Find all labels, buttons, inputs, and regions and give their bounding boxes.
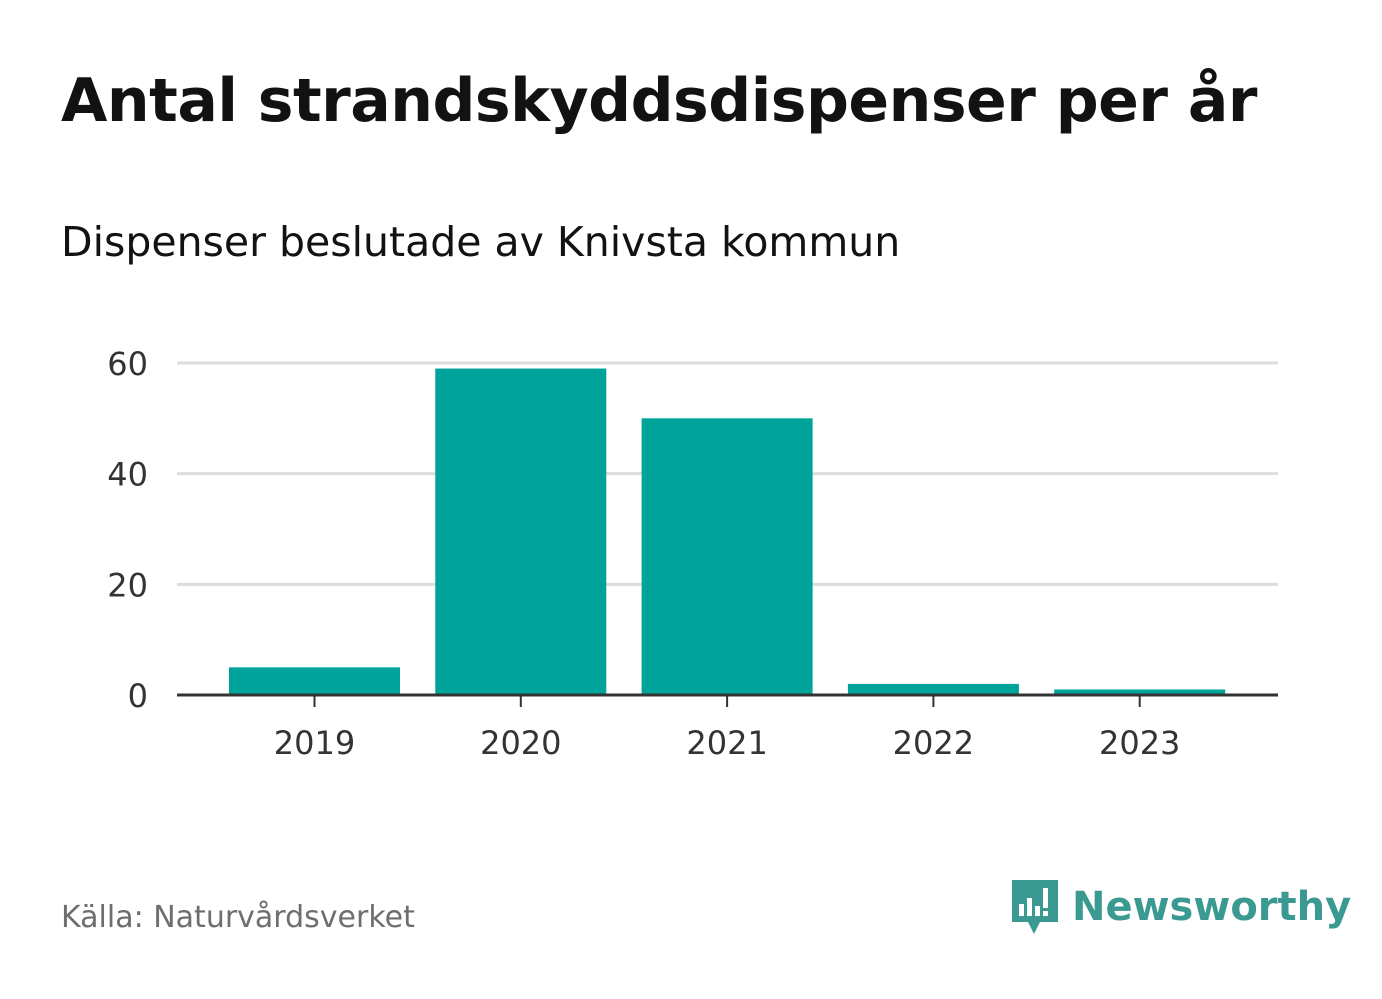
newsworthy-logo: Newsworthy bbox=[1010, 878, 1351, 936]
bar-2019 bbox=[229, 667, 400, 695]
brand-name: Newsworthy bbox=[1072, 884, 1352, 930]
source-note: Källa: Naturvårdsverket bbox=[61, 900, 415, 935]
axis-labels: 0 20 40 60 2019 2020 2021 2022 2023 bbox=[107, 345, 1180, 762]
y-tick-label: 0 bbox=[128, 677, 148, 715]
bar-2022 bbox=[847, 683, 1019, 695]
chart-title: Antal strandskyddsdispenser per år bbox=[61, 66, 1257, 136]
bar-2023 bbox=[1054, 689, 1226, 695]
chart-subtitle: Dispenser beslutade av Knivsta kommun bbox=[61, 218, 901, 266]
x-tick-label: 2020 bbox=[480, 724, 561, 762]
y-tick-label: 40 bbox=[107, 456, 148, 494]
bars bbox=[229, 368, 1226, 695]
y-tick-label: 20 bbox=[107, 566, 148, 604]
y-tick-label: 60 bbox=[107, 345, 148, 383]
axes bbox=[177, 693, 1278, 707]
x-tick-label: 2022 bbox=[893, 724, 974, 762]
newsworthy-logo-icon bbox=[1012, 880, 1058, 934]
x-tick-label: 2021 bbox=[686, 724, 767, 762]
x-tick-label: 2019 bbox=[274, 724, 355, 762]
bar-2020 bbox=[435, 368, 607, 695]
bar-2021 bbox=[641, 418, 813, 695]
x-tick-label: 2023 bbox=[1099, 724, 1180, 762]
